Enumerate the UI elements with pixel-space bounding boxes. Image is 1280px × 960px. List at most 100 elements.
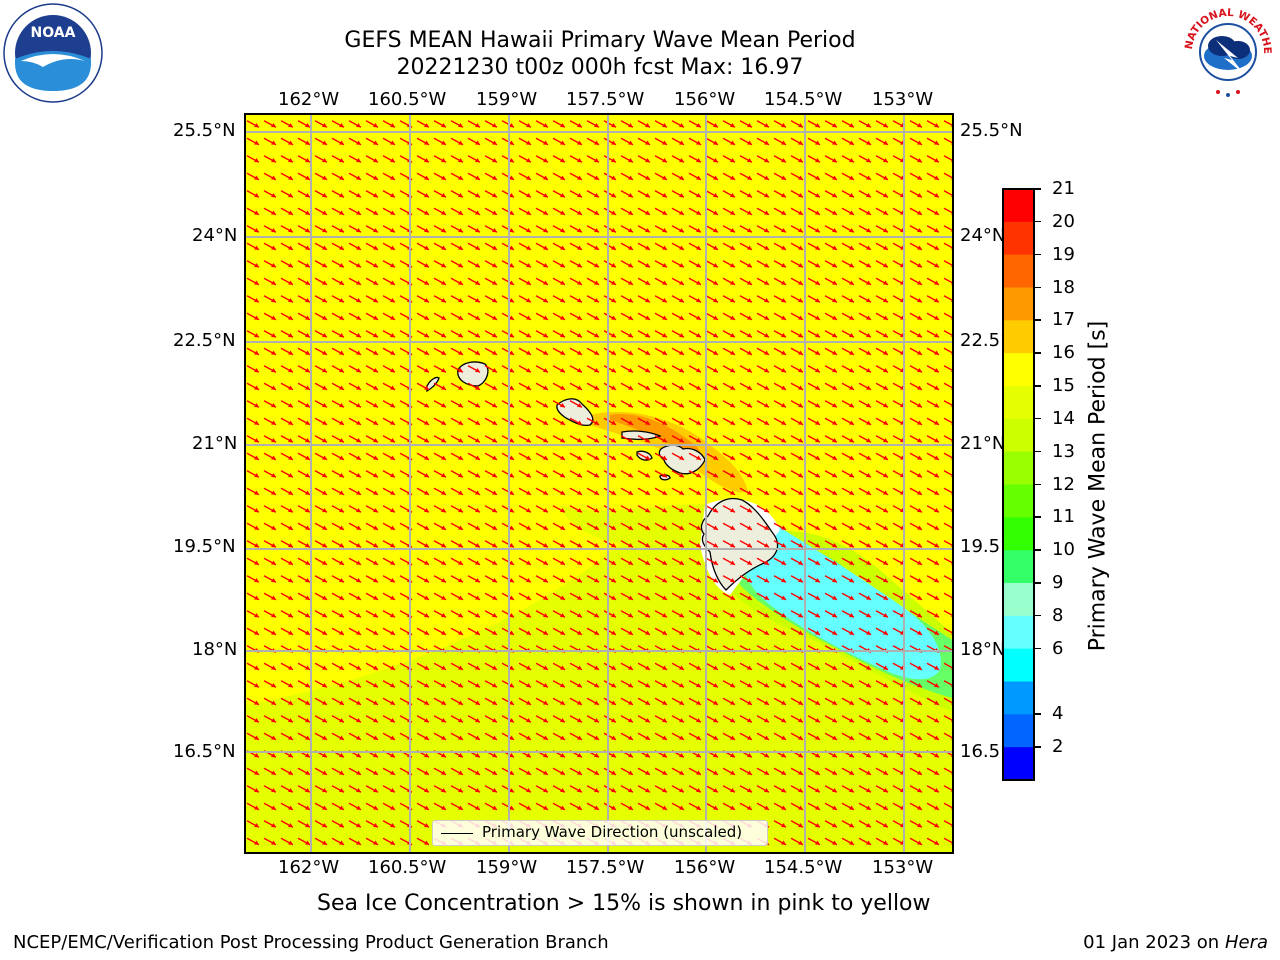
wave-arrowhead xyxy=(917,298,922,303)
wave-arrowhead xyxy=(339,840,344,845)
wave-arrowhead xyxy=(271,350,276,355)
wave-arrowhead xyxy=(271,823,276,828)
wave-arrowhead xyxy=(441,508,446,513)
wave-arrowhead xyxy=(390,333,395,338)
wave-arrowhead xyxy=(628,700,633,705)
wave-arrowhead xyxy=(781,315,786,320)
wave-arrowhead xyxy=(764,455,769,460)
sea-ice-caption: Sea Ice Concentration > 15% is shown in … xyxy=(317,891,931,916)
wave-arrowhead xyxy=(611,455,616,460)
wave-arrowhead xyxy=(696,735,701,740)
wave-arrowhead xyxy=(594,508,599,513)
wave-arrowhead xyxy=(866,718,871,723)
wave-arrowhead xyxy=(254,140,259,145)
wave-arrowhead xyxy=(356,263,361,268)
wave-arrowhead xyxy=(764,700,769,705)
wave-arrowhead xyxy=(730,438,735,443)
wave-arrowhead xyxy=(730,123,735,128)
wave-arrowhead xyxy=(628,753,633,758)
wave-arrowhead xyxy=(254,508,259,513)
wave-arrowhead xyxy=(577,385,582,390)
wave-arrowhead xyxy=(747,490,752,495)
wave-arrowhead xyxy=(747,368,752,373)
colorbar-segment xyxy=(1003,648,1034,682)
colorbar-tick-mark xyxy=(1034,614,1041,617)
wave-arrowhead xyxy=(475,490,480,495)
wave-arrowhead xyxy=(271,700,276,705)
wave-arrowhead xyxy=(441,665,446,670)
wave-arrowhead xyxy=(798,123,803,128)
wave-arrowhead xyxy=(458,543,463,548)
wave-arrow xyxy=(943,155,953,162)
wave-arrowhead xyxy=(424,245,429,250)
wave-arrowhead xyxy=(441,228,446,233)
wave-arrowhead xyxy=(288,823,293,828)
wave-arrowhead xyxy=(271,175,276,180)
wave-arrowhead xyxy=(492,175,497,180)
wave-arrowhead xyxy=(305,280,310,285)
wave-arrowhead xyxy=(815,280,820,285)
wave-arrowhead xyxy=(322,595,327,600)
wave-arrowhead xyxy=(730,683,735,688)
wave-arrowhead xyxy=(798,805,803,810)
wave-arrowhead xyxy=(781,578,786,583)
wave-arrowhead xyxy=(781,280,786,285)
wave-arrowhead xyxy=(798,210,803,215)
wave-arrowhead xyxy=(662,385,667,390)
wave-arrowhead xyxy=(322,683,327,688)
wave-arrowhead xyxy=(458,508,463,513)
wave-arrow xyxy=(943,417,953,424)
wave-arrowhead xyxy=(832,805,837,810)
wave-arrowhead xyxy=(764,193,769,198)
wave-arrowhead xyxy=(798,630,803,635)
wave-arrowhead xyxy=(696,560,701,565)
wave-arrowhead xyxy=(560,525,565,530)
wave-arrowhead xyxy=(917,788,922,793)
wave-arrowhead xyxy=(492,770,497,775)
wave-arrowhead xyxy=(441,543,446,548)
wave-arrowhead xyxy=(662,158,667,163)
wave-arrowhead xyxy=(509,455,514,460)
wave-arrowhead xyxy=(271,263,276,268)
wave-arrowhead xyxy=(747,420,752,425)
wave-arrowhead xyxy=(713,718,718,723)
wave-arrowhead xyxy=(458,350,463,355)
wave-arrowhead xyxy=(679,140,684,145)
wave-arrow xyxy=(943,365,953,372)
wave-arrowhead xyxy=(373,210,378,215)
wave-arrowhead xyxy=(577,508,582,513)
wave-arrowhead xyxy=(764,578,769,583)
wave-arrowhead xyxy=(305,158,310,163)
wave-arrowhead xyxy=(458,403,463,408)
wave-arrowhead xyxy=(271,543,276,548)
wave-arrowhead xyxy=(458,263,463,268)
wave-arrowhead xyxy=(866,280,871,285)
wave-arrowhead xyxy=(322,140,327,145)
wave-arrowhead xyxy=(730,613,735,618)
wave-arrowhead xyxy=(662,403,667,408)
wave-arrowhead xyxy=(764,753,769,758)
wave-arrowhead xyxy=(934,368,939,373)
wave-arrowhead xyxy=(441,560,446,565)
wave-arrowhead xyxy=(458,315,463,320)
wave-arrowhead xyxy=(713,420,718,425)
wave-arrowhead xyxy=(543,245,548,250)
wave-arrowhead xyxy=(611,753,616,758)
wave-arrowhead xyxy=(458,770,463,775)
wave-arrowhead xyxy=(577,420,582,425)
wave-arrowhead xyxy=(288,840,293,845)
colorbar-tick-mark xyxy=(1034,582,1041,584)
wave-arrowhead xyxy=(934,263,939,268)
wave-arrowhead xyxy=(543,753,548,758)
wave-arrowhead xyxy=(628,280,633,285)
wave-arrowhead xyxy=(543,193,548,198)
wave-arrowhead xyxy=(611,403,616,408)
wave-arrowhead xyxy=(696,665,701,670)
wave-arrowhead xyxy=(832,823,837,828)
wave-arrowhead xyxy=(628,805,633,810)
wave-arrowhead xyxy=(730,700,735,705)
wave-arrowhead xyxy=(713,140,718,145)
wave-arrowhead xyxy=(492,245,497,250)
wave-arrowhead xyxy=(288,770,293,775)
wave-arrowhead xyxy=(339,613,344,618)
